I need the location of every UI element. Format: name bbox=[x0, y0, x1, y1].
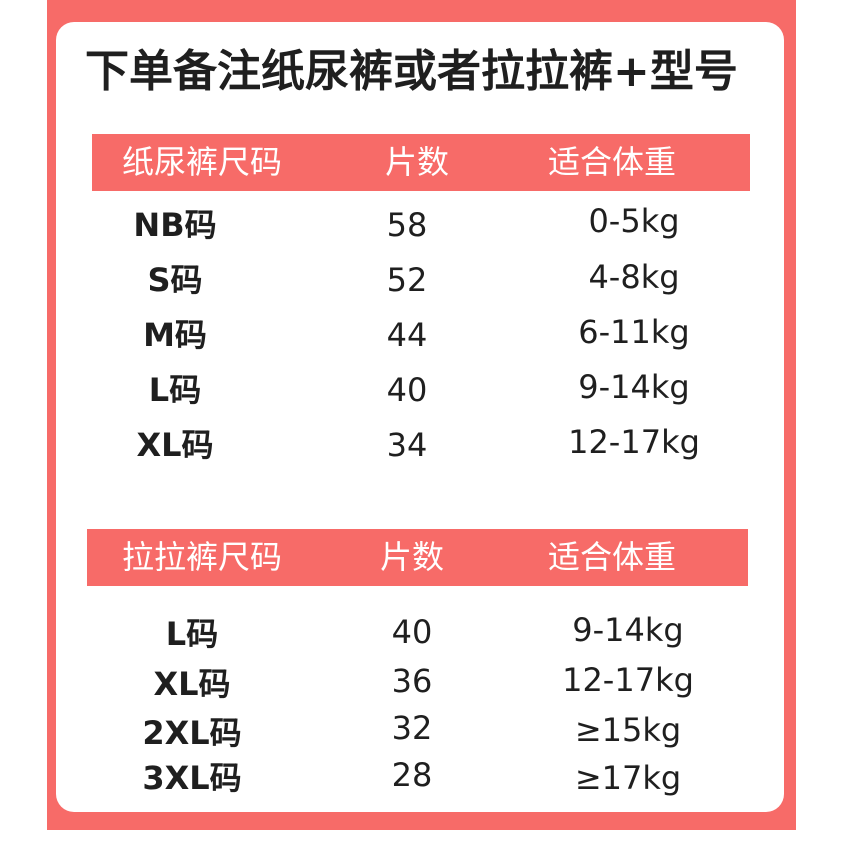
table-cell: ≥17kg bbox=[574, 759, 682, 797]
page-title: 下单备注纸尿裤或者拉拉裤+型号 bbox=[85, 46, 738, 97]
table-cell: 40 bbox=[391, 613, 433, 651]
header-weight: 适合体重 bbox=[547, 538, 676, 576]
table-cell: S码 bbox=[147, 261, 203, 299]
table-cell: XL码 bbox=[153, 665, 231, 703]
table-cell: NB码 bbox=[133, 206, 217, 244]
table-cell: 44 bbox=[386, 316, 428, 354]
table-cell: 34 bbox=[386, 426, 428, 464]
table-cell: 32 bbox=[391, 709, 433, 747]
header-count: 片数 bbox=[384, 143, 449, 181]
table-cell: XL码 bbox=[136, 426, 214, 464]
header-size: 纸尿裤尺码 bbox=[121, 143, 282, 181]
table-cell: 28 bbox=[391, 756, 433, 794]
table-cell: 12-17kg bbox=[568, 423, 700, 461]
table-cell: 40 bbox=[386, 371, 428, 409]
table-cell: 9-14kg bbox=[572, 611, 684, 649]
table-cell: 36 bbox=[391, 662, 433, 700]
table-cell: M码 bbox=[143, 316, 207, 354]
table-cell: L码 bbox=[165, 615, 219, 653]
header-count: 片数 bbox=[379, 538, 444, 576]
table-cell: 4-8kg bbox=[588, 258, 680, 296]
table-cell: 6-11kg bbox=[578, 313, 690, 351]
table-cell: 3XL码 bbox=[142, 759, 242, 797]
table-cell: 52 bbox=[386, 261, 428, 299]
table-cell: 0-5kg bbox=[588, 202, 680, 240]
header-weight: 适合体重 bbox=[547, 143, 676, 181]
table-cell: ≥15kg bbox=[574, 711, 682, 749]
table-cell: 9-14kg bbox=[578, 368, 690, 406]
table-cell: 2XL码 bbox=[142, 714, 242, 752]
table-cell: 12-17kg bbox=[562, 661, 694, 699]
table-cell: 58 bbox=[386, 206, 428, 244]
header-size: 拉拉裤尺码 bbox=[121, 538, 282, 576]
table-cell: L码 bbox=[148, 371, 202, 409]
diaper-table-header: 纸尿裤尺码 片数 适合体重 bbox=[92, 134, 750, 191]
pullup-table-header: 拉拉裤尺码 片数 适合体重 bbox=[87, 529, 748, 586]
